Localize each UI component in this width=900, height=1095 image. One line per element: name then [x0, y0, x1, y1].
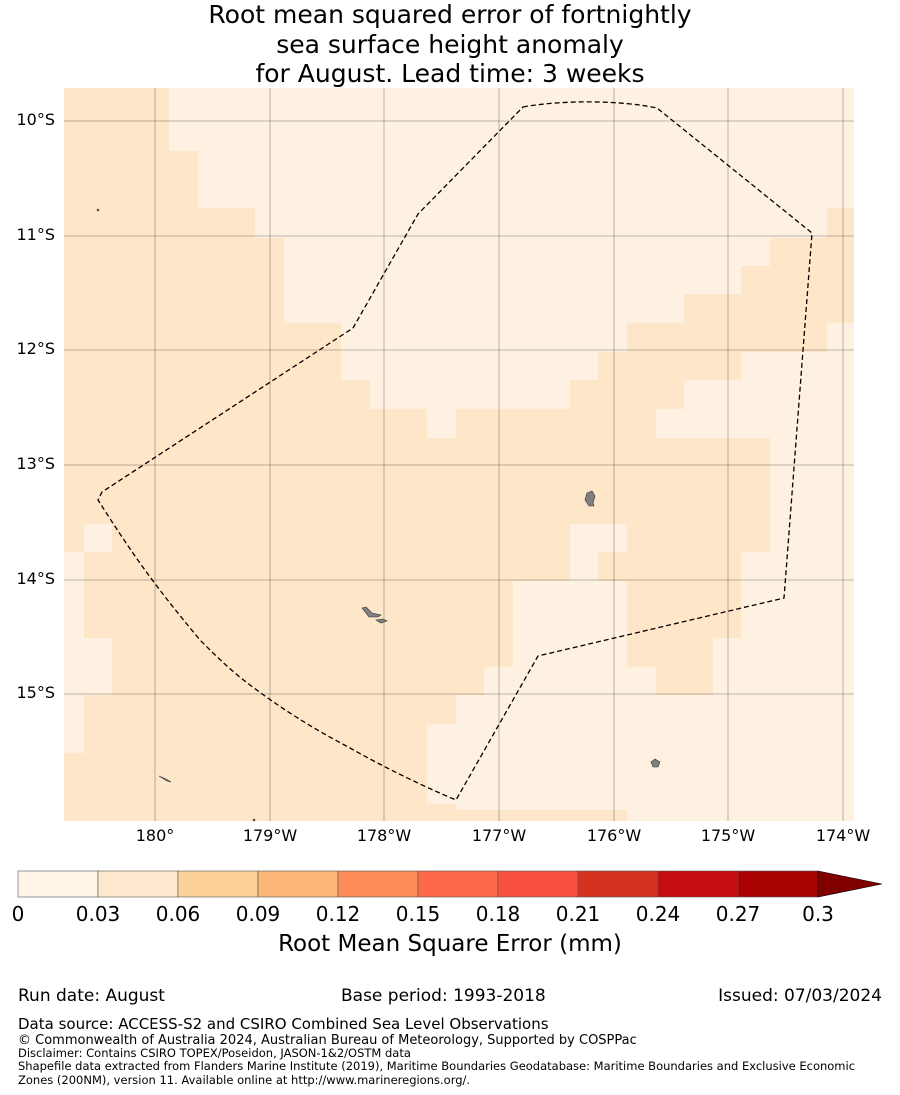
base-period: Base period: 1993-2018 — [341, 986, 546, 1006]
island-shape — [252, 818, 256, 822]
lon-label: 179°W — [242, 826, 298, 845]
lon-label: 175°W — [700, 826, 756, 845]
colorbar-tick-label: 0.15 — [395, 902, 441, 926]
rmse-field-lowest — [169, 88, 854, 438]
colorbar-segment — [177, 870, 259, 898]
colorbar-label: Root Mean Square Error (mm) — [278, 931, 622, 957]
colorbar-tick-label: 0.09 — [235, 902, 281, 926]
colorbar-tick-label: 0.03 — [75, 902, 121, 926]
colorbar-tick-label: 0.12 — [315, 902, 361, 926]
chart-title: Root mean squared error of fortnightly s… — [0, 0, 900, 89]
title-line-3: for August. Lead time: 3 weeks — [255, 59, 645, 88]
colorbar-tick-label: 0.21 — [555, 902, 601, 926]
colorbar-segment — [417, 870, 499, 898]
colorbar-tick-label: 0.24 — [635, 902, 681, 926]
colorbar-segment — [657, 870, 739, 898]
lon-label: 178°W — [356, 826, 412, 845]
lat-label: 14°S — [16, 569, 55, 588]
island-shape — [96, 208, 100, 212]
island-shape — [158, 775, 172, 783]
lat-label: 10°S — [16, 110, 55, 129]
rmse-field-lowest — [64, 524, 112, 753]
islands — [96, 208, 661, 822]
shapefile-credit-line1: Shapefile data extracted from Flanders M… — [18, 1059, 856, 1073]
colorbar-tick-label: 0.3 — [802, 902, 834, 926]
island-shape — [375, 618, 388, 624]
title-line-1: Root mean squared error of fortnightly — [208, 0, 692, 29]
lon-label: 174°W — [815, 826, 871, 845]
colorbar-tick-label: 0.18 — [475, 902, 521, 926]
title-line-2: sea surface height anomaly — [276, 29, 624, 59]
disclaimer: Disclaimer: Contains CSIRO TOPEX/Poseido… — [18, 1046, 411, 1060]
colorbar-tick-label: 0 — [11, 902, 25, 926]
colorbar-segment — [257, 870, 339, 898]
colorbar-segment — [17, 870, 99, 898]
map-area — [64, 88, 854, 822]
colorbar-segment — [337, 870, 419, 898]
colorbar-segment — [737, 870, 819, 898]
colorbar — [17, 870, 883, 898]
gridlines — [64, 88, 854, 821]
lat-label: 12°S — [16, 339, 55, 358]
colorbar-segment — [497, 870, 579, 898]
lat-label: 15°S — [16, 683, 55, 702]
colorbar-extend-arrow — [817, 870, 883, 898]
colorbar-tick-label: 0.06 — [155, 902, 201, 926]
island-shape — [584, 490, 596, 507]
lon-label: 176°W — [586, 826, 642, 845]
data-source: Data source: ACCESS-S2 and CSIRO Combine… — [18, 1015, 549, 1033]
lat-label: 13°S — [16, 454, 55, 473]
lon-label: 180° — [135, 826, 175, 845]
issued-date: Issued: 07/03/2024 — [718, 986, 882, 1006]
island-shape — [650, 758, 661, 768]
colorbar-segment — [577, 870, 659, 898]
shapefile-credit-line2: Zones (200NM), version 11. Available onl… — [18, 1073, 471, 1087]
island-shape — [361, 606, 382, 618]
eez-boundary — [97, 101, 813, 801]
lon-label: 177°W — [471, 826, 527, 845]
copyright: © Commonwealth of Australia 2024, Austra… — [18, 1033, 637, 1048]
colorbar-segment — [97, 870, 179, 898]
lat-label: 11°S — [16, 225, 55, 244]
colorbar-tick-label: 0.27 — [715, 902, 761, 926]
rmse-field-lowest — [427, 323, 854, 821]
run-date: Run date: August — [18, 986, 165, 1006]
